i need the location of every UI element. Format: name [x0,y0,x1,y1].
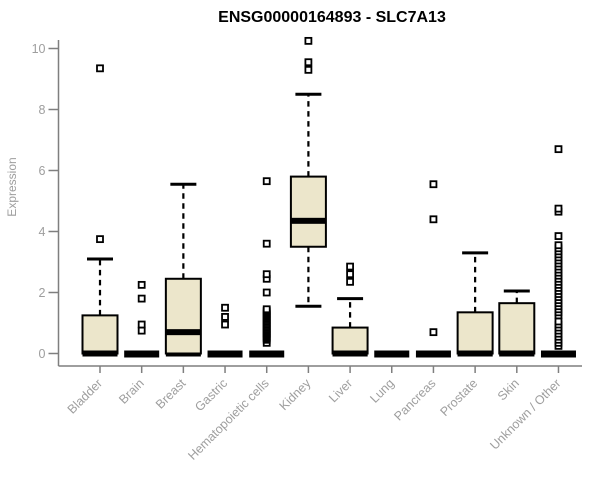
outlier-point [554,241,563,250]
outlier-point [554,317,563,326]
flat-box-Gastric [207,350,243,358]
flat-box-Lung [374,350,410,358]
outlier-point [262,288,271,297]
x-category-label: Brain [116,376,147,407]
median-line [82,350,118,357]
plot-area: 0 2 4 6 8 10 Bladder Brain Breast GastricHematopo… [32,36,582,463]
outlier-point [137,320,146,329]
median-line [290,217,326,224]
outlier-point [262,177,271,186]
x-category-label: Lung [367,376,397,406]
flat-box-Brain [124,350,160,358]
y-tick-label: 6 [39,164,46,178]
outlier-point [554,204,563,213]
y-tick-label: 10 [32,42,46,56]
box-Bladder [81,314,119,355]
outlier-point [221,312,229,321]
x-category-label: Bladder [65,376,105,416]
median-line [165,329,201,336]
x-category-label: Gastric [192,376,230,414]
chart-title: ENSG00000164893 - SLC7A13 [218,9,446,26]
outlier-point [221,303,229,312]
x-category-label: Prostate [437,376,480,419]
box-Liver [331,326,369,355]
outlier-point [346,270,354,279]
x-category-label: Pancreas [391,376,438,423]
x-category-label: Breast [153,376,189,412]
outlier-point [137,294,146,303]
x-category-label: Skin [495,376,522,403]
x-category-label: Unknown / Other [487,376,563,452]
median-line [499,350,535,357]
median-line [457,350,493,357]
median-line [332,350,368,357]
outlier-point [137,326,146,335]
x-category-label: Hematopoietic cells [185,376,272,463]
flat-box-Unknown / Other [540,350,576,358]
y-tick-label: 8 [39,103,46,117]
outlier-point [346,262,354,271]
outlier-point [221,320,229,329]
outlier-point [96,235,104,244]
x-category-label: Liver [326,376,355,405]
outlier-point [96,64,104,73]
outlier-point [429,180,438,189]
outlier-point [429,215,438,224]
outlier-point [137,280,146,289]
outlier-point [262,239,271,248]
y-tick-label: 4 [39,225,46,239]
x-category-label: Kidney [277,376,314,413]
y-axis-label: Expression [5,157,19,216]
y-tick-label: 2 [39,286,46,300]
outlier-point [346,277,354,286]
box-Skin [498,302,536,355]
y-tick-label: 0 [39,347,46,361]
outlier-point [554,145,563,154]
outlier-point [304,36,313,45]
box-Kidney [289,175,327,248]
box-Breast [164,277,202,355]
outlier-point [554,232,563,240]
flat-box-Hematopoietic cells [249,350,285,358]
outlier-point [304,58,313,67]
outlier-point [304,65,313,74]
flat-box-Pancreas [415,350,451,358]
outlier-point [262,305,271,314]
outlier-point [429,328,438,337]
box-Prostate [456,311,494,355]
outlier-point [262,270,271,279]
